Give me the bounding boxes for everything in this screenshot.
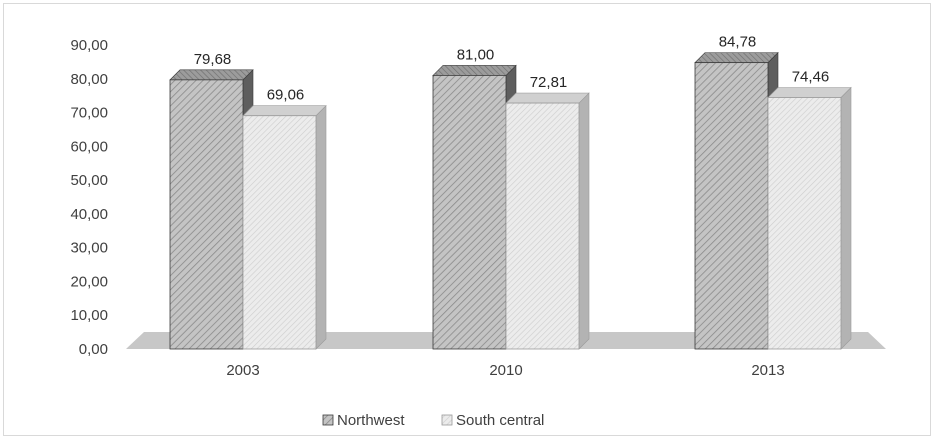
legend-label: Northwest xyxy=(337,412,405,429)
bar-front xyxy=(767,97,842,350)
bar-side xyxy=(315,105,327,350)
bar-south-central-2003 xyxy=(242,105,327,350)
bar-front xyxy=(505,102,580,350)
y-tick-label: 0,00 xyxy=(79,341,108,358)
x-tick-label: 2013 xyxy=(751,362,784,379)
data-label: 84,78 xyxy=(719,34,757,51)
x-tick-label: 2010 xyxy=(489,362,522,379)
bar-south-central-2010 xyxy=(505,92,590,350)
bar-top xyxy=(169,69,254,81)
y-tick-label: 10,00 xyxy=(70,307,108,324)
bar-front xyxy=(242,115,317,350)
legend-item-northwest: Northwest xyxy=(322,412,405,429)
legend-swatch xyxy=(441,414,453,426)
bar-northwest-2003 xyxy=(169,69,254,350)
bar-south-central-2013 xyxy=(767,86,852,350)
y-tick-label: 40,00 xyxy=(70,206,108,223)
bar-side xyxy=(578,92,590,350)
bar-top xyxy=(767,87,852,98)
bar-front xyxy=(169,79,244,350)
data-label: 74,46 xyxy=(792,68,830,85)
data-label: 72,81 xyxy=(530,74,568,91)
x-tick-label: 2003 xyxy=(226,362,259,379)
bar-top xyxy=(505,92,590,104)
y-tick-label: 90,00 xyxy=(70,37,108,54)
data-label: 69,06 xyxy=(267,87,305,104)
legend-label: South central xyxy=(456,412,544,429)
bar-front xyxy=(432,75,507,350)
data-label: 81,00 xyxy=(457,46,495,63)
y-tick-label: 60,00 xyxy=(70,138,108,155)
y-tick-label: 80,00 xyxy=(70,71,108,88)
legend-swatch xyxy=(322,414,334,426)
y-tick-label: 70,00 xyxy=(70,105,108,122)
y-tick-label: 20,00 xyxy=(70,273,108,290)
bar-top xyxy=(242,105,327,117)
legend-item-south-central: South central xyxy=(441,412,544,429)
bar-northwest-2013 xyxy=(694,51,779,350)
y-tick-label: 50,00 xyxy=(70,172,108,189)
y-tick-label: 30,00 xyxy=(70,240,108,257)
bar-top xyxy=(694,52,779,63)
bar-front xyxy=(694,62,769,350)
data-label: 79,68 xyxy=(194,51,232,68)
bar-top xyxy=(432,65,517,76)
bar-northwest-2010 xyxy=(432,64,517,350)
bar-side xyxy=(840,86,852,350)
